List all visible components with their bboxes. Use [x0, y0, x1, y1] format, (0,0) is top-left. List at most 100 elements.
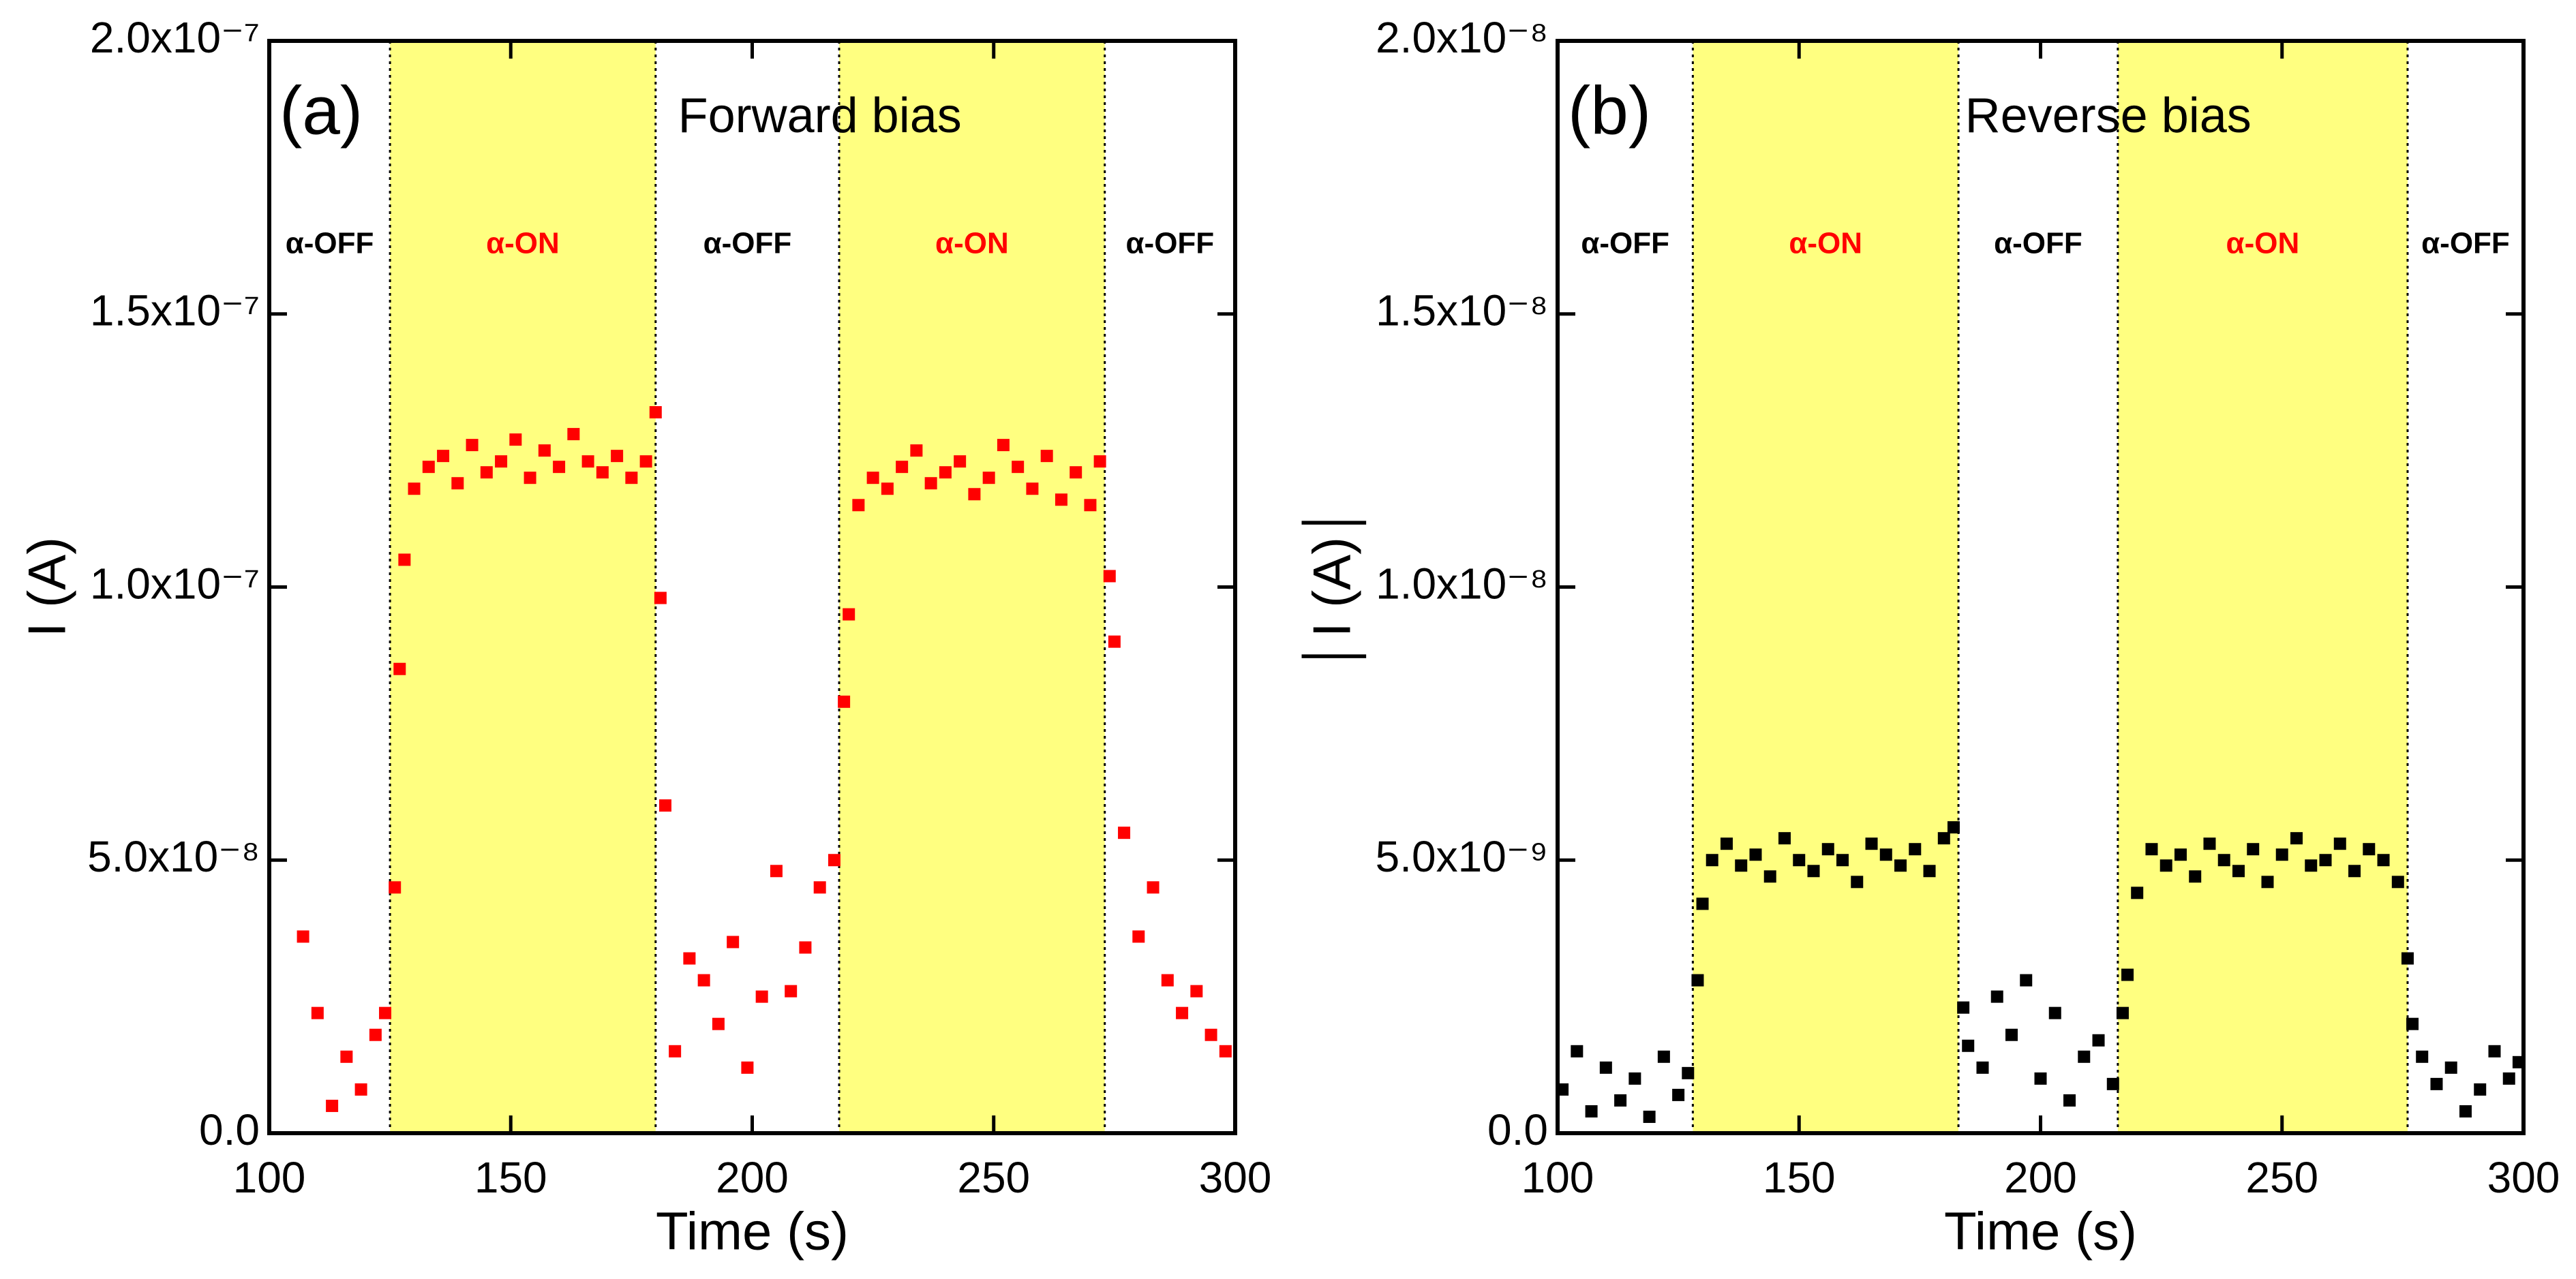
- data-point: [2217, 854, 2230, 867]
- data-point: [1793, 854, 1806, 867]
- data-point: [2005, 1028, 2018, 1041]
- data-point: [326, 1099, 339, 1112]
- data-point: [838, 695, 851, 708]
- phase-label: α-ON: [1789, 227, 1862, 260]
- x-tick-label: 200: [2004, 1153, 2077, 1202]
- data-point: [2261, 876, 2274, 889]
- data-point: [2092, 1034, 2105, 1047]
- data-point: [1957, 1001, 1970, 1014]
- data-point: [1084, 499, 1097, 512]
- data-point: [1599, 1061, 1612, 1074]
- phase-label: α-OFF: [703, 227, 792, 260]
- data-point: [683, 952, 696, 965]
- data-point: [1132, 930, 1145, 943]
- data-point: [581, 455, 594, 468]
- data-point: [2502, 1072, 2515, 1085]
- x-axis-title: Time (s): [1944, 1201, 2137, 1261]
- data-point: [1055, 493, 1067, 506]
- data-point: [611, 450, 624, 463]
- data-point: [1976, 1061, 1989, 1074]
- data-point: [799, 941, 812, 954]
- data-point: [422, 461, 435, 474]
- data-point: [939, 466, 952, 479]
- phase-label: α-OFF: [286, 227, 374, 260]
- data-point: [1040, 450, 1053, 463]
- data-point: [2247, 843, 2260, 856]
- data-point: [2416, 1050, 2429, 1063]
- data-point: [2319, 854, 2332, 867]
- data-point: [398, 553, 411, 566]
- data-point: [1093, 455, 1106, 468]
- data-point: [466, 439, 479, 452]
- data-point: [852, 499, 865, 512]
- data-point: [2131, 887, 2144, 899]
- data-point: [1176, 1006, 1189, 1019]
- data-point: [697, 974, 710, 987]
- data-point: [1778, 832, 1791, 845]
- data-point: [1657, 1050, 1670, 1063]
- data-point: [1628, 1072, 1641, 1085]
- on-region: [390, 41, 656, 1133]
- data-point: [625, 472, 638, 484]
- data-point: [1614, 1094, 1627, 1107]
- data-point: [997, 439, 1010, 452]
- x-tick-label: 100: [233, 1153, 306, 1202]
- phase-label: α-ON: [2226, 227, 2300, 260]
- phase-label: α-OFF: [1581, 227, 1669, 260]
- data-point: [1026, 482, 1039, 495]
- data-point: [727, 936, 740, 949]
- data-point: [658, 799, 671, 812]
- y-tick-label: 2.0x10⁻⁸: [1376, 13, 1548, 62]
- phase-label: α-ON: [486, 227, 560, 260]
- x-axis-title: Time (s): [656, 1201, 849, 1261]
- data-point: [2174, 848, 2187, 861]
- data-point: [524, 472, 536, 484]
- data-point: [1836, 854, 1849, 867]
- data-point: [712, 1017, 725, 1030]
- data-point: [297, 930, 309, 943]
- data-point: [2406, 1017, 2419, 1030]
- y-tick-label: 0.0: [199, 1105, 260, 1154]
- data-point: [451, 477, 464, 490]
- data-point: [1108, 635, 1121, 648]
- data-point: [1879, 848, 1892, 861]
- data-point: [2020, 974, 2033, 987]
- data-point: [1643, 1110, 1656, 1123]
- data-point: [1672, 1088, 1685, 1101]
- y-tick-label: 1.5x10⁻⁷: [90, 286, 260, 335]
- x-tick-label: 100: [1521, 1153, 1594, 1202]
- data-point: [2034, 1072, 2047, 1085]
- data-point: [1204, 1028, 1217, 1041]
- data-point: [866, 472, 879, 484]
- phase-label: α-OFF: [1126, 227, 1215, 260]
- y-axis-title: │I (A)│: [1302, 504, 1367, 671]
- data-point: [843, 608, 855, 621]
- data-point: [2048, 1006, 2061, 1019]
- data-point: [2401, 952, 2414, 965]
- panel-label: (b): [1568, 72, 1651, 149]
- data-point: [1571, 1045, 1584, 1058]
- data-point: [596, 466, 609, 479]
- data-point: [2459, 1105, 2472, 1118]
- data-point: [509, 433, 522, 446]
- data-point: [770, 865, 783, 878]
- x-tick-label: 200: [716, 1153, 789, 1202]
- data-point: [1947, 821, 1960, 834]
- data-point: [1219, 1045, 1232, 1058]
- data-point: [437, 450, 450, 463]
- data-point: [639, 455, 652, 468]
- data-point: [340, 1050, 353, 1063]
- data-point: [1821, 843, 1834, 856]
- data-point: [813, 881, 826, 894]
- data-point: [2474, 1083, 2487, 1096]
- data-point: [369, 1028, 382, 1041]
- data-point: [2063, 1094, 2076, 1107]
- data-point: [649, 406, 662, 419]
- data-point: [1720, 837, 1733, 850]
- data-point: [1696, 897, 1709, 910]
- data-point: [2232, 865, 2245, 878]
- data-point: [1585, 1105, 1598, 1118]
- data-point: [389, 881, 401, 894]
- data-point: [2305, 859, 2318, 872]
